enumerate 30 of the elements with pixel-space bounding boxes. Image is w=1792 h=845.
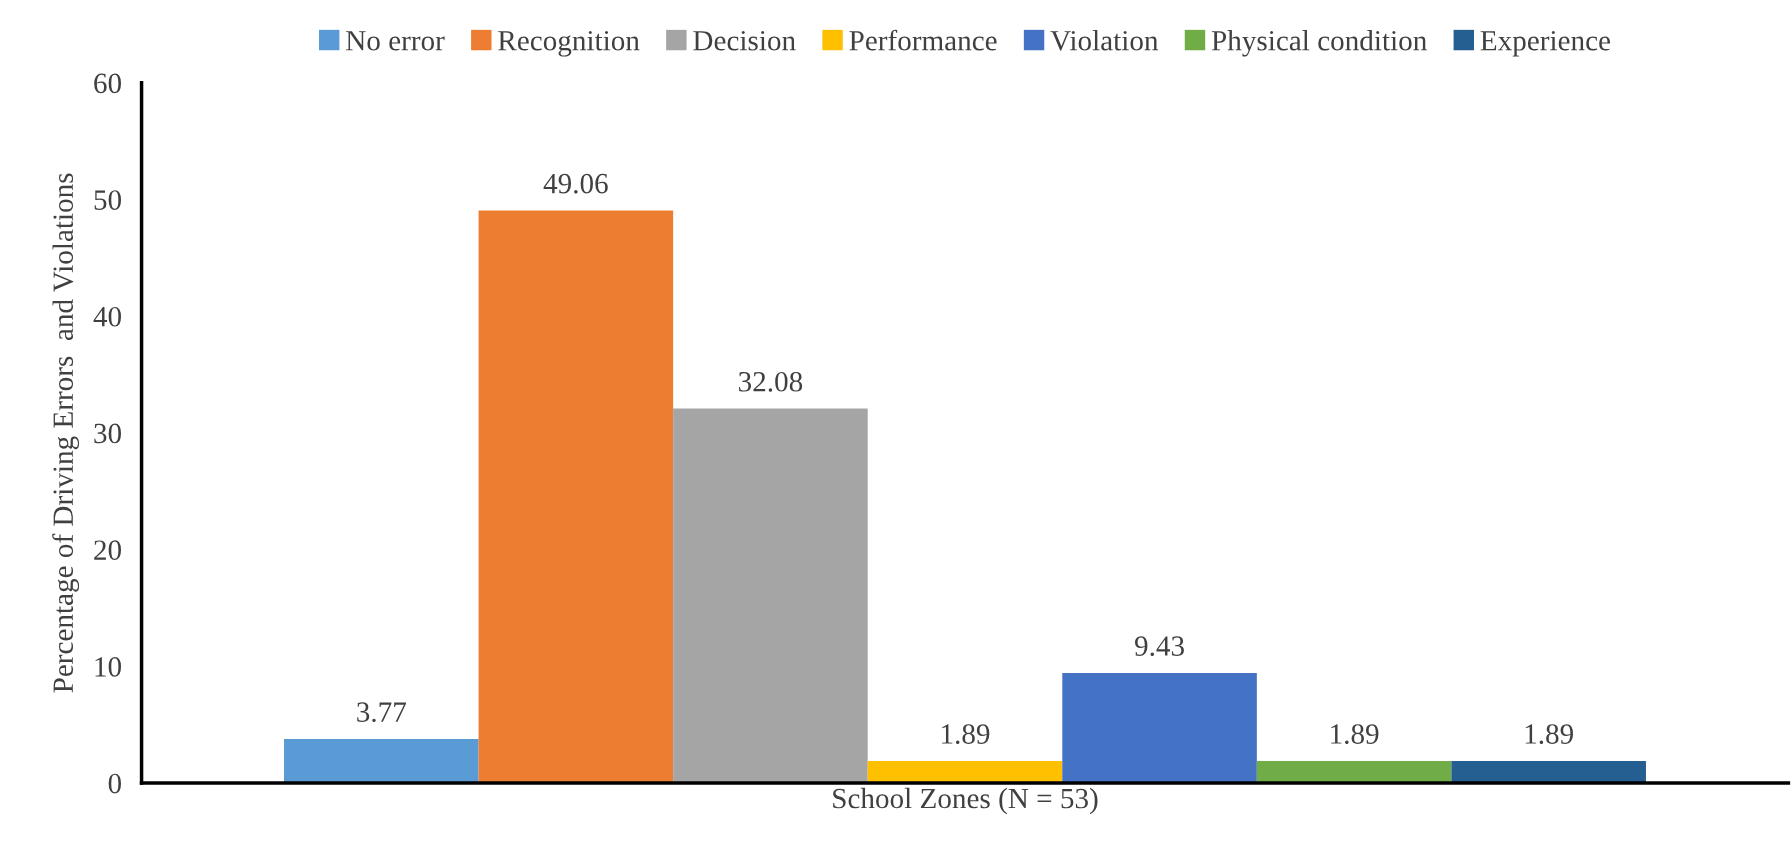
bar [478, 210, 674, 783]
bar [1062, 672, 1257, 783]
data-label: 3.77 [357, 702, 406, 723]
bar [1256, 760, 1452, 783]
data-label: 1.89 [1331, 724, 1379, 745]
legend-label: No error [346, 31, 445, 51]
y-axis-title: Percentage of Driving Errors and Violations [52, 173, 80, 693]
y-tick-label: 10 [95, 657, 122, 677]
legend-label: Experience [1480, 30, 1610, 57]
legend-label: Violation [1050, 30, 1159, 51]
data-label: 1.89 [1525, 724, 1574, 745]
bar [284, 738, 479, 783]
y-tick-label: 30 [94, 423, 122, 444]
bar [1451, 760, 1646, 783]
data-label: 1.89 [942, 724, 990, 745]
legend-label: Decision [693, 30, 796, 51]
data-label: 9.43 [1134, 636, 1184, 657]
y-tick-label: 50 [94, 190, 122, 210]
data-label: 32.08 [739, 371, 803, 392]
x-axis-title: School Zones (N = 53) [833, 787, 1098, 815]
bar [673, 408, 868, 783]
y-tick-label: 40 [93, 306, 122, 327]
y-tick-label: 60 [94, 73, 122, 94]
y-tick-label: 0 [108, 773, 122, 794]
data-label: 49.06 [543, 173, 608, 194]
bar [867, 760, 1063, 783]
legend-label: Performance [849, 29, 997, 51]
legend-label: Physical condition [1211, 30, 1427, 57]
legend-label: Recognition [498, 30, 640, 57]
y-tick-label: 20 [94, 540, 122, 560]
